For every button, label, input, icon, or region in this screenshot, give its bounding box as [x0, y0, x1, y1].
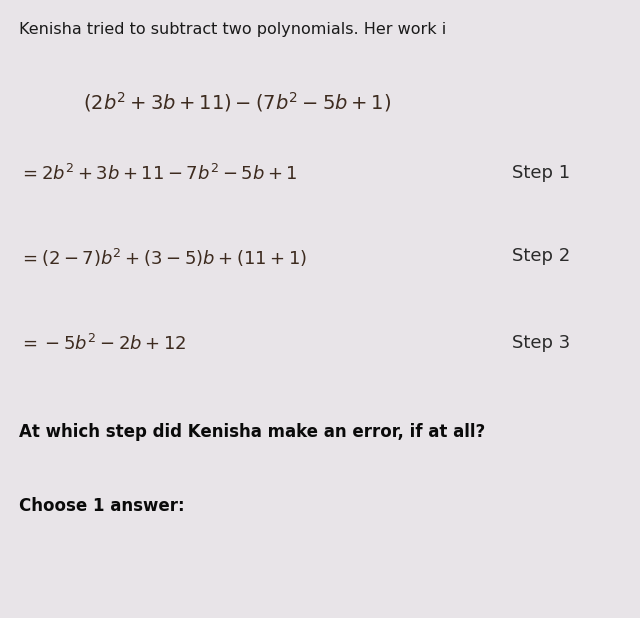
Text: Kenisha tried to subtract two polynomials. Her work i: Kenisha tried to subtract two polynomial… — [19, 22, 447, 36]
Text: $= -5b^2 - 2b + 12$: $= -5b^2 - 2b + 12$ — [19, 334, 186, 354]
Text: $= (2 - 7)b^2 + (3 - 5)b + (11 + 1)$: $= (2 - 7)b^2 + (3 - 5)b + (11 + 1)$ — [19, 247, 307, 269]
Text: $(2b^2 + 3b + 11) - (7b^2 - 5b + 1)$: $(2b^2 + 3b + 11) - (7b^2 - 5b + 1)$ — [83, 90, 392, 114]
Text: Choose 1 answer:: Choose 1 answer: — [19, 497, 185, 515]
Text: At which step did Kenisha make an error, if at all?: At which step did Kenisha make an error,… — [19, 423, 486, 441]
Text: Step 2: Step 2 — [512, 247, 570, 265]
Text: $= 2b^2 + 3b + 11 - 7b^2 - 5b + 1$: $= 2b^2 + 3b + 11 - 7b^2 - 5b + 1$ — [19, 164, 298, 184]
Text: Step 3: Step 3 — [512, 334, 570, 352]
Text: Step 1: Step 1 — [512, 164, 570, 182]
